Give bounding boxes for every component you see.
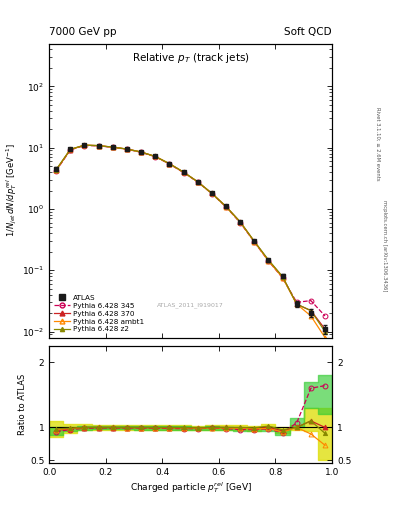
Legend: ATLAS, Pythia 6.428 345, Pythia 6.428 370, Pythia 6.428 ambt1, Pythia 6.428 z2: ATLAS, Pythia 6.428 345, Pythia 6.428 37… xyxy=(53,293,145,334)
Text: Rivet 3.1.10; ≥ 2.6M events: Rivet 3.1.10; ≥ 2.6M events xyxy=(375,106,380,180)
Text: 7000 GeV pp: 7000 GeV pp xyxy=(49,27,117,37)
Y-axis label: $1/N_{jet}\,dN/dp_T^{rel}$ [GeV$^{-1}$]: $1/N_{jet}\,dN/dp_T^{rel}$ [GeV$^{-1}$] xyxy=(5,144,19,238)
Text: ATLAS_2011_I919017: ATLAS_2011_I919017 xyxy=(157,303,224,308)
Y-axis label: Ratio to ATLAS: Ratio to ATLAS xyxy=(18,374,27,435)
Text: Soft QCD: Soft QCD xyxy=(285,27,332,37)
Text: Relative $p_T$ (track jets): Relative $p_T$ (track jets) xyxy=(132,51,250,65)
X-axis label: Charged particle $p_T^{rel}$ [GeV]: Charged particle $p_T^{rel}$ [GeV] xyxy=(130,480,252,495)
Text: mcplots.cern.ch [arXiv:1306.3436]: mcplots.cern.ch [arXiv:1306.3436] xyxy=(382,200,387,291)
